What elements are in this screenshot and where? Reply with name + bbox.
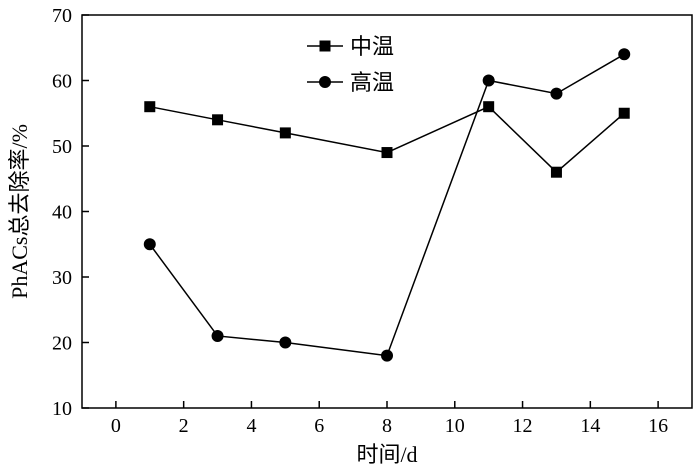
x-tick-label: 14 (580, 415, 600, 437)
legend-item: 高温 (307, 70, 394, 95)
x-tick-label: 8 (382, 415, 392, 437)
series-layer (143, 48, 631, 362)
data-point (211, 329, 224, 342)
data-point (618, 48, 631, 61)
x-axis: 0 2 4 6 8 10 12 14 16 (111, 401, 668, 437)
data-point (279, 127, 291, 139)
data-point (143, 238, 156, 251)
data-point (381, 349, 393, 362)
data-point (144, 101, 156, 113)
y-tick-label: 50 (52, 136, 72, 158)
legend-label: 中温 (350, 34, 394, 59)
series-2 (143, 48, 631, 362)
legend-item: 中温 (307, 34, 394, 59)
data-point (483, 101, 495, 113)
legend-marker (319, 40, 331, 52)
x-tick-label: 0 (111, 415, 121, 437)
x-axis-label: 时间/d (356, 442, 417, 467)
data-point (618, 107, 630, 119)
data-point (279, 336, 292, 349)
data-point (550, 87, 563, 100)
x-tick-label: 10 (445, 415, 465, 437)
series-line (149, 53, 625, 357)
data-point (550, 166, 562, 178)
y-tick-label: 20 (52, 333, 72, 355)
y-tick-label: 10 (52, 398, 72, 420)
y-tick-label: 60 (52, 71, 72, 93)
data-point (381, 147, 393, 159)
y-axis-label: PhACs总去除率/% (7, 124, 32, 299)
y-tick-label: 70 (52, 5, 72, 27)
y-axis: 10 20 30 40 50 60 70 (52, 5, 89, 420)
legend-label: 高温 (350, 70, 394, 95)
x-tick-label: 12 (513, 415, 533, 437)
data-point (482, 74, 495, 87)
legend-marker (319, 76, 331, 88)
x-tick-label: 6 (314, 415, 324, 437)
x-tick-label: 2 (179, 415, 189, 437)
x-tick-label: 4 (246, 415, 256, 437)
y-tick-label: 40 (52, 202, 72, 224)
x-tick-label: 16 (648, 415, 668, 437)
series-1 (144, 101, 630, 178)
data-point (212, 114, 224, 126)
y-tick-label: 30 (52, 267, 72, 289)
